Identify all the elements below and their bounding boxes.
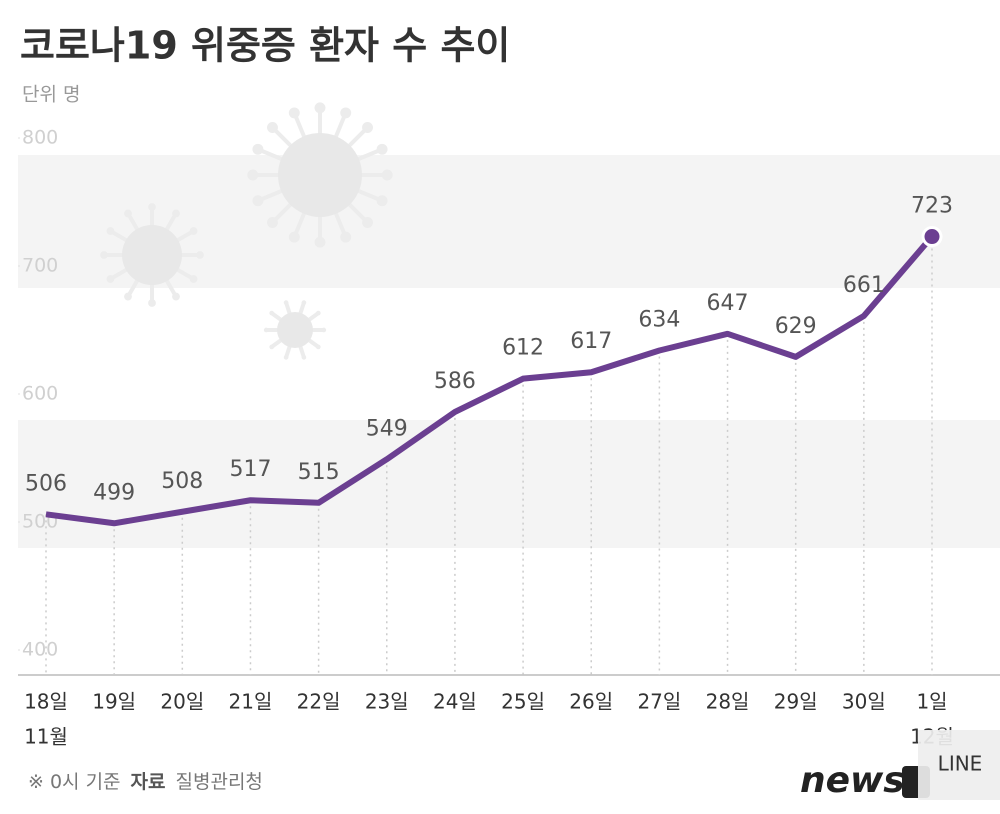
- value-label: 499: [93, 480, 135, 505]
- virus-knob: [314, 236, 326, 248]
- x-tick-label: 28일: [706, 690, 750, 714]
- value-label: 506: [25, 471, 67, 496]
- virus-knob: [362, 122, 373, 133]
- virus-knob: [172, 209, 180, 218]
- virus-body: [122, 225, 182, 285]
- y-tick-label: 400: [22, 639, 58, 661]
- value-label: 617: [570, 329, 612, 354]
- value-label: 629: [775, 314, 817, 339]
- x-tick-label: 29일: [774, 690, 818, 714]
- x-tick-label: 30일: [842, 690, 886, 714]
- virus-body: [277, 312, 313, 348]
- virus-knob: [124, 209, 132, 218]
- value-label: 586: [434, 369, 476, 394]
- value-label: 508: [161, 469, 203, 494]
- virus-knob: [252, 143, 264, 155]
- x-tick-label: 20일: [160, 690, 204, 714]
- footnote-source-label: 자료: [131, 771, 166, 793]
- virus-body: [278, 133, 362, 217]
- x-tick-label: 22일: [297, 690, 341, 714]
- virus-knob: [381, 169, 393, 181]
- virus-knob: [340, 231, 352, 243]
- virus-knob: [148, 203, 156, 211]
- chart-title: 코로나19 위중증 환자 수 추이: [20, 24, 510, 68]
- x-tick-label: 18일: [24, 690, 68, 714]
- virus-knob: [314, 102, 326, 114]
- value-label: 515: [298, 460, 340, 485]
- virus-knob: [247, 169, 259, 181]
- x-tick-label: 21일: [229, 690, 273, 714]
- virus-knob: [340, 107, 352, 119]
- virus-knob: [301, 300, 307, 305]
- value-label: 647: [707, 291, 749, 316]
- virus-knob: [106, 227, 115, 235]
- virus-knob: [301, 355, 307, 360]
- virus-knob: [362, 217, 373, 228]
- virus-knob: [148, 299, 156, 307]
- virus-knob: [288, 107, 300, 119]
- watermark-box: [918, 730, 1000, 800]
- x-sublabel: 11월: [24, 725, 68, 749]
- virus-knob: [189, 227, 198, 235]
- virus-knob: [263, 327, 269, 333]
- unit-label: 단위 명: [22, 84, 80, 106]
- value-label: 517: [229, 457, 271, 482]
- virus-knob: [283, 355, 289, 360]
- value-label: 661: [843, 273, 885, 298]
- x-tick-label: 19일: [92, 690, 136, 714]
- virus-knob: [267, 217, 278, 228]
- virus-knob: [376, 143, 388, 155]
- y-tick-label: 700: [22, 255, 58, 277]
- series-line: [45, 234, 935, 527]
- value-label: 612: [502, 336, 544, 361]
- footnote-source: 질병관리청: [176, 771, 263, 793]
- x-tick-label: 26일: [569, 690, 613, 714]
- watermark: LINE: [938, 752, 983, 776]
- footnote-basis: ※ 0시 기준: [28, 771, 121, 793]
- virus-knob: [288, 231, 300, 243]
- virus-knob: [376, 195, 388, 207]
- virus-decoration: [100, 102, 393, 360]
- y-tick-label: 600: [22, 383, 58, 405]
- y-tick-label: 800: [22, 127, 58, 149]
- virus-knob: [269, 310, 275, 316]
- x-tick-label: 1일: [916, 690, 947, 714]
- virus-knob: [106, 275, 115, 283]
- virus-knob: [100, 251, 108, 259]
- virus-knob: [283, 300, 289, 305]
- footnote: ※ 0시 기준 자료 질병관리청: [28, 771, 263, 793]
- virus-knob: [196, 251, 204, 259]
- virus-knob: [321, 327, 327, 333]
- virus-knob: [315, 310, 321, 316]
- band: [18, 155, 1000, 288]
- virus-knob: [315, 344, 321, 350]
- virus-knob: [252, 195, 264, 207]
- band: [18, 420, 1000, 548]
- virus-knob: [124, 292, 132, 301]
- virus-knob: [189, 275, 198, 283]
- virus-knob: [269, 344, 275, 350]
- value-label: 549: [366, 416, 408, 441]
- value-label: 634: [638, 307, 680, 332]
- value-label: 723: [911, 194, 953, 219]
- x-tick-label: 25일: [501, 690, 545, 714]
- virus-knob: [267, 122, 278, 133]
- end-point: [921, 226, 943, 248]
- x-tick-label: 27일: [637, 690, 681, 714]
- logo: news: [800, 760, 905, 801]
- x-tick-label: 24일: [433, 690, 477, 714]
- x-tick-label: 23일: [365, 690, 409, 714]
- virus-knob: [172, 292, 180, 301]
